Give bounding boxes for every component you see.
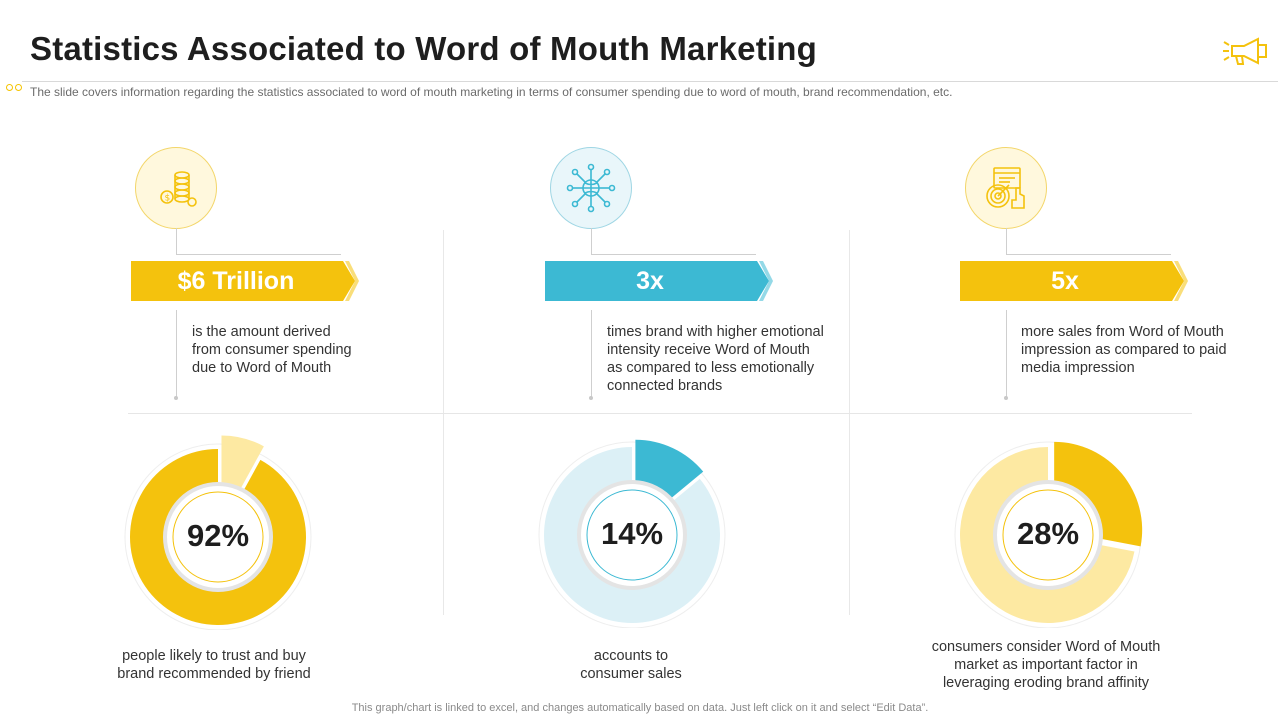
connector-line: [1006, 228, 1007, 254]
donut-value-slice: [1054, 441, 1143, 547]
percent-label: 92%: [186, 518, 250, 553]
row-divider: [128, 413, 1192, 414]
stat-description: times brand with higher emotional intens…: [607, 324, 824, 394]
page-title: Statistics Associated to Word of Mouth M…: [30, 30, 818, 67]
donut-caption: people likely to trust and buy brand rec…: [117, 648, 311, 682]
network-globe-icon: [550, 147, 632, 229]
donut-remainder-slice: [221, 435, 264, 489]
connector-dot: [1004, 396, 1008, 400]
donut-chart: [538, 439, 726, 628]
donut-remainder-slice: [544, 447, 720, 623]
stat-value: $6 Trillion: [177, 267, 295, 295]
connector-dot: [589, 396, 593, 400]
donut-remainder-slice: [960, 447, 1135, 623]
megaphone-icon: [1222, 36, 1274, 71]
connector-line: [1006, 254, 1171, 255]
donut-value-slice: [130, 449, 306, 625]
connector-line: [591, 254, 756, 255]
connector-line: [591, 228, 592, 254]
column-divider: [849, 230, 850, 615]
connector-line: [176, 310, 177, 398]
stat-description: more sales from Word of Mouth impression…: [1021, 324, 1227, 376]
svg-text:$: $: [165, 194, 171, 204]
donut-caption: consumers consider Word of Mouth market …: [931, 639, 1161, 691]
connector-dot: [174, 396, 178, 400]
donut-chart: [124, 435, 312, 630]
header-dots-decoration: [6, 78, 24, 96]
stat-value: 3x: [636, 267, 664, 295]
target-marketing-icon: [965, 147, 1047, 229]
percent-label: 28%: [1016, 516, 1080, 551]
page-subtitle: The slide covers information regarding t…: [30, 85, 953, 99]
stat-description: is the amount derived from consumer spen…: [192, 324, 352, 376]
percent-label: 14%: [600, 516, 664, 551]
connector-line: [176, 254, 341, 255]
connector-line: [1006, 310, 1007, 398]
connector-line: [176, 228, 177, 254]
donut-caption: accounts to consumer sales: [580, 648, 682, 682]
stat-value: 5x: [1051, 267, 1079, 295]
column-divider: [443, 230, 444, 615]
coins-icon: $: [135, 147, 217, 229]
connector-line: [591, 310, 592, 398]
footer-note: This graph/chart is linked to excel, and…: [351, 702, 929, 714]
donut-chart: [954, 441, 1143, 628]
header-divider: [22, 81, 1278, 82]
